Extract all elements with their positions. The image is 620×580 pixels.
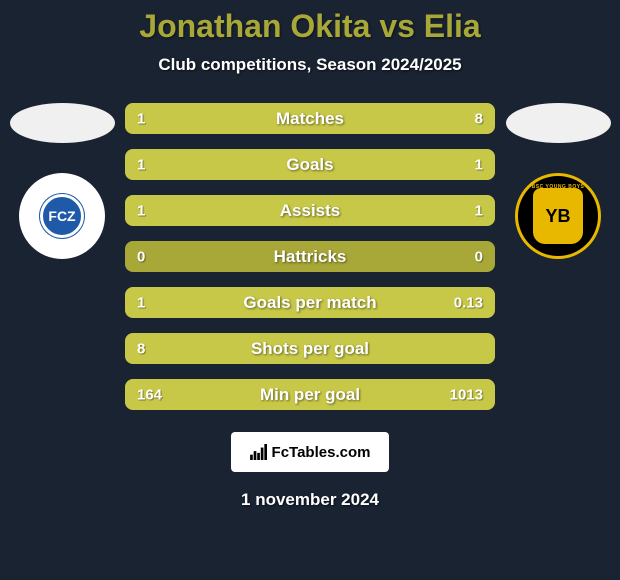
- left-player-column: FCZ: [7, 103, 117, 259]
- stat-value-left: 164: [137, 386, 162, 403]
- stat-value-right: 1: [475, 202, 483, 219]
- stat-value-left: 1: [137, 110, 145, 127]
- stat-value-left: 1: [137, 202, 145, 219]
- brand-box: FcTables.com: [231, 432, 389, 472]
- stat-value-left: 1: [137, 294, 145, 311]
- stat-bar-left: [125, 149, 310, 180]
- stat-label: Matches: [276, 109, 344, 129]
- stat-row: 8 Shots per goal: [125, 333, 495, 364]
- stat-value-right: 1: [475, 156, 483, 173]
- stat-value-right: 8: [475, 110, 483, 127]
- stat-row: 1 0.13 Goals per match: [125, 287, 495, 318]
- stat-value-left: 0: [137, 248, 145, 265]
- stat-bar-left: [125, 103, 166, 134]
- stat-label: Assists: [280, 201, 340, 221]
- stat-value-right: 0.13: [454, 294, 483, 311]
- stat-label: Shots per goal: [251, 339, 369, 359]
- stat-label: Goals per match: [243, 293, 376, 313]
- comparison-subtitle: Club competitions, Season 2024/2025: [158, 55, 461, 75]
- main-comparison-area: FCZ 1 8 Matches 1 1 Goals 1 1 Assists 0 0 Hattricks…: [0, 103, 620, 410]
- right-club-top-text: BSC YOUNG BOYS: [532, 184, 585, 190]
- stat-label: Min per goal: [260, 385, 360, 405]
- right-player-avatar: [506, 103, 611, 143]
- stat-value-left: 8: [137, 340, 145, 357]
- right-club-abbrev: YB: [533, 188, 583, 244]
- left-club-abbrev: FCZ: [40, 194, 84, 238]
- stat-value-right: 0: [475, 248, 483, 265]
- stats-bars-column: 1 8 Matches 1 1 Goals 1 1 Assists 0 0 Hattricks 1 0.1…: [125, 103, 495, 410]
- stat-row: 0 0 Hattricks: [125, 241, 495, 272]
- snapshot-date: 1 november 2024: [241, 490, 379, 510]
- right-club-badge: BSC YOUNG BOYS YB 1898: [515, 173, 601, 259]
- left-club-badge: FCZ: [19, 173, 105, 259]
- stat-value-left: 1: [137, 156, 145, 173]
- comparison-title: Jonathan Okita vs Elia: [139, 8, 480, 45]
- chart-icon: [250, 444, 268, 460]
- left-player-avatar: [10, 103, 115, 143]
- stat-bar-right: [310, 149, 495, 180]
- stat-label: Hattricks: [274, 247, 347, 267]
- brand-text: FcTables.com: [272, 444, 371, 461]
- stat-row: 1 8 Matches: [125, 103, 495, 134]
- stat-row: 164 1013 Min per goal: [125, 379, 495, 410]
- stat-row: 1 1 Assists: [125, 195, 495, 226]
- stat-label: Goals: [286, 155, 333, 175]
- stat-value-right: 1013: [450, 386, 483, 403]
- stat-row: 1 1 Goals: [125, 149, 495, 180]
- right-club-year: 1898: [550, 239, 566, 246]
- right-player-column: BSC YOUNG BOYS YB 1898: [503, 103, 613, 259]
